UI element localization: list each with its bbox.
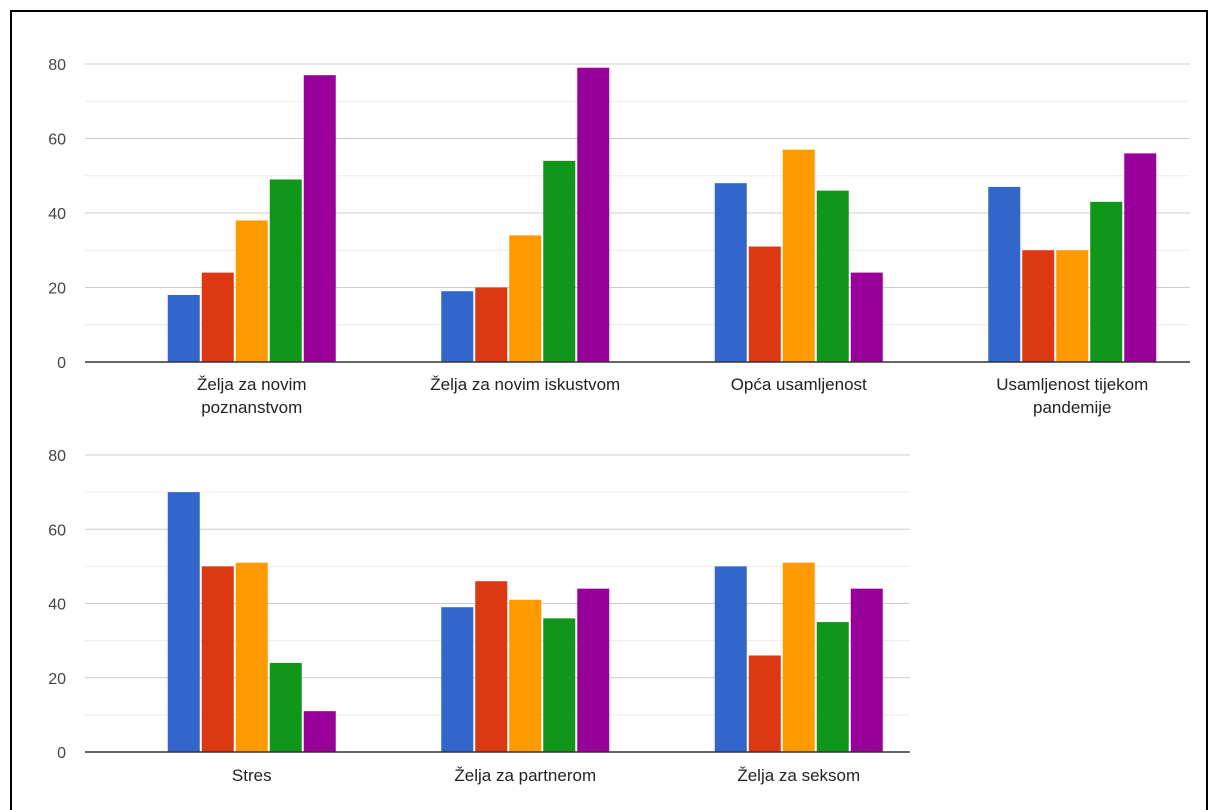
category-label: Želja za novim — [197, 375, 307, 394]
bar — [816, 190, 849, 362]
bar — [235, 220, 268, 362]
chart-frame — [10, 10, 1208, 810]
chart-1: 0 20 40 60 80 Želja za novim poznanstvom Želja … — [48, 57, 1190, 417]
category-label: Stres — [232, 766, 272, 785]
y-tick-label: 80 — [48, 57, 66, 74]
bar — [782, 562, 815, 752]
bar — [303, 75, 336, 363]
bar — [1022, 250, 1055, 362]
bar — [1124, 153, 1157, 362]
bar — [782, 149, 815, 362]
chart-2: 0 20 40 60 80 Stres Želja za partnerom Želja za… — [48, 448, 910, 785]
y-tick-label: 20 — [48, 281, 66, 298]
bar — [509, 599, 542, 752]
bar — [441, 291, 474, 362]
category-label: Usamljenost tijekom — [996, 375, 1148, 394]
y-tick-label: 20 — [48, 671, 66, 688]
bar — [269, 662, 302, 752]
bar — [577, 588, 610, 752]
bar — [167, 492, 200, 752]
category-label: Želja za partnerom — [454, 766, 596, 785]
bar — [201, 272, 234, 362]
category-label: Želja za seksom — [737, 766, 860, 785]
category-label: Opća usamljenost — [731, 375, 867, 394]
bar — [543, 160, 576, 362]
bar — [201, 566, 234, 752]
y-tick-label: 60 — [48, 522, 66, 539]
y-tick-label: 80 — [48, 448, 66, 465]
bar — [714, 183, 747, 362]
bar — [543, 618, 576, 752]
category-label: Želja za novim iskustvom — [430, 375, 620, 394]
bar — [714, 566, 747, 752]
bar — [475, 581, 508, 752]
bar — [441, 607, 474, 752]
bar — [850, 588, 883, 752]
bar — [748, 246, 781, 362]
bar — [269, 179, 302, 362]
bar — [1056, 250, 1089, 362]
bar — [988, 186, 1021, 362]
y-tick-label: 0 — [57, 745, 66, 762]
bar — [303, 711, 336, 752]
y-tick-label: 60 — [48, 132, 66, 149]
y-tick-label: 0 — [57, 355, 66, 372]
category-label: poznanstvom — [201, 398, 302, 417]
y-tick-label: 40 — [48, 206, 66, 223]
bar — [475, 287, 508, 362]
bar — [748, 655, 781, 752]
bar — [816, 622, 849, 752]
bar — [235, 562, 268, 752]
y-tick-label: 40 — [48, 597, 66, 614]
bar — [850, 272, 883, 362]
bar — [509, 235, 542, 362]
bar — [1090, 201, 1123, 362]
bar — [577, 67, 610, 362]
bar — [167, 294, 200, 362]
category-label: pandemije — [1033, 398, 1111, 417]
